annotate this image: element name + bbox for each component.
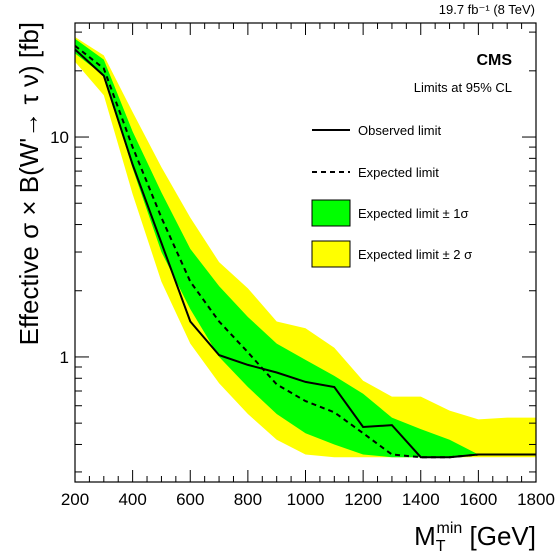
uncertainty-bands	[75, 37, 536, 458]
experiment-label: CMS	[476, 52, 512, 69]
legend: Observed limit Expected limit Expected lim…	[311, 123, 472, 268]
tick-labels: 200 400 600 800 1000 1200 1400 1600 1800 1 10	[50, 128, 555, 509]
x-axis-title-sub: T	[436, 538, 446, 555]
confidence-level-label: Limits at 95% CL	[414, 80, 512, 95]
x-tick-label: 1600	[459, 490, 497, 509]
legend-swatch-band	[311, 240, 351, 268]
x-axis-title-sup: min	[437, 520, 463, 537]
luminosity-label: 19.7 fb⁻¹ (8 TeV)	[439, 2, 535, 17]
legend-entry: Expected limit	[312, 165, 439, 180]
x-tick-label: 800	[234, 490, 262, 509]
x-tick-label: 1200	[344, 490, 382, 509]
x-tick-label: 200	[61, 490, 89, 509]
legend-entry: Expected limit ± 2 σ	[311, 240, 472, 268]
x-axis-title-main: M	[414, 521, 436, 551]
x-tick-label: 400	[118, 490, 146, 509]
band-1-sigma	[75, 38, 536, 458]
x-tick-label: 600	[176, 490, 204, 509]
legend-swatch-band	[311, 199, 351, 227]
legend-label: Observed limit	[358, 123, 441, 138]
observed-limit-line	[74, 48, 536, 459]
legend-label: Expected limit ± 2 σ	[358, 247, 472, 262]
x-axis-title-unit: [GeV]	[462, 521, 536, 551]
legend-label: Expected limit	[358, 165, 439, 180]
plot-axes	[74, 22, 537, 483]
x-axis-title: MTmin [GeV]	[414, 520, 536, 555]
y-axis-title: Effective σ × B(W'→ τ ν) [fb]	[14, 22, 44, 345]
legend-entry: Expected limit ± 1σ	[311, 199, 469, 227]
y-tick-label: 10	[50, 128, 69, 147]
x-tick-label: 1800	[517, 490, 555, 509]
legend-entry: Observed limit	[312, 123, 441, 138]
x-tick-label: 1400	[402, 490, 440, 509]
y-tick-label: 1	[60, 348, 69, 367]
limit-lines	[74, 45, 536, 459]
x-tick-label: 1000	[287, 490, 325, 509]
legend-label: Expected limit ± 1σ	[358, 206, 469, 221]
